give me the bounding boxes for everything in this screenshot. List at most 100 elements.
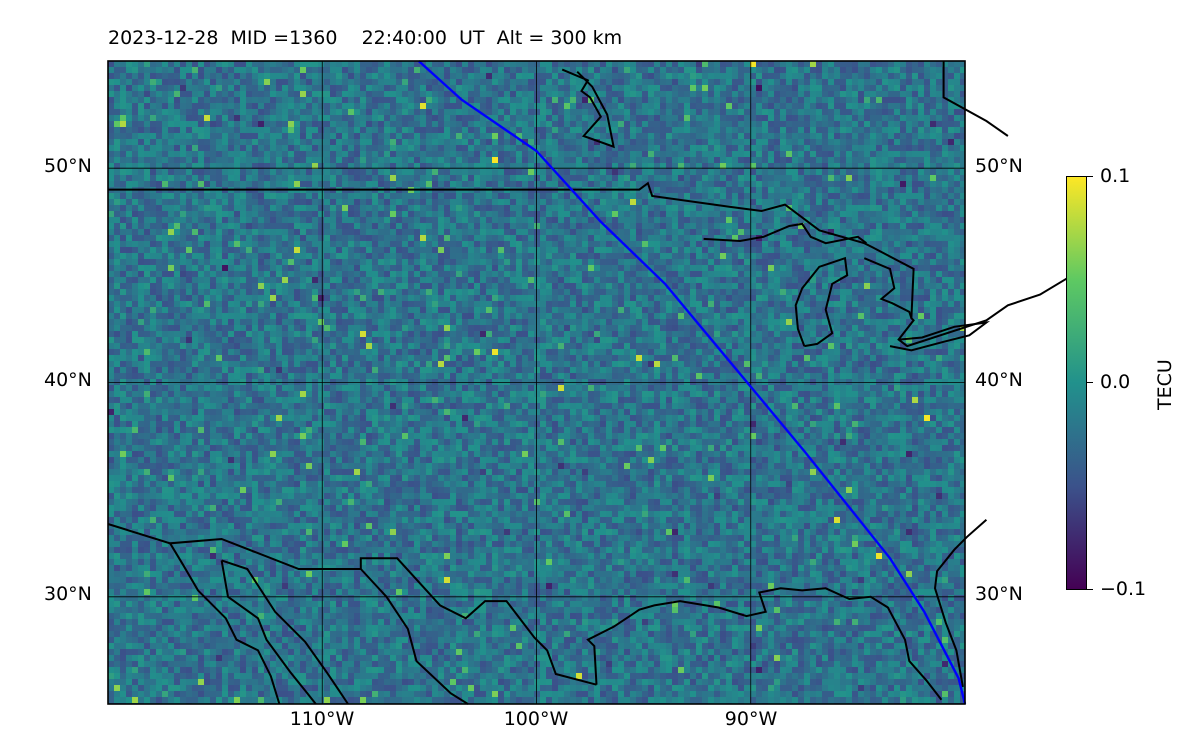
tec-cell [816, 205, 822, 211]
tec-cell [732, 67, 738, 73]
tec-cell [720, 97, 726, 103]
tec-cell [456, 193, 462, 199]
tec-cell [408, 91, 414, 97]
tec-cell [642, 247, 648, 253]
tec-cell [444, 247, 450, 253]
tec-cell [666, 139, 672, 145]
tec-cell [180, 205, 186, 211]
tec-cell [738, 265, 744, 271]
tec-cell [222, 103, 228, 109]
tec-cell [570, 151, 576, 157]
tec-cell [312, 127, 318, 133]
tec-cell [420, 163, 426, 169]
tec-cell [438, 67, 444, 73]
tec-cell [720, 169, 726, 175]
tec-cell [714, 115, 720, 121]
tec-cell [756, 241, 762, 247]
tec-cell [120, 169, 126, 175]
tec-cell [570, 103, 576, 109]
tec-cell [570, 91, 576, 97]
tec-cell [396, 205, 402, 211]
tec-cell [498, 193, 504, 199]
tec-cell [594, 229, 600, 235]
tec-cell [438, 97, 444, 103]
tec-cell [774, 247, 780, 253]
tec-cell [738, 217, 744, 223]
tec-cell [666, 79, 672, 85]
tec-cell [624, 181, 630, 187]
tec-cell [660, 115, 666, 121]
tec-cell [180, 235, 186, 241]
tec-cell [456, 235, 462, 241]
tec-cell [174, 109, 180, 115]
tec-cell [660, 109, 666, 115]
tec-cell [564, 145, 570, 151]
tec-cell [246, 211, 252, 217]
tec-cell [852, 61, 858, 67]
tec-cell [270, 193, 276, 199]
tec-cell [492, 259, 498, 265]
tec-cell [438, 211, 444, 217]
tec-cell [840, 85, 846, 91]
tec-cell [510, 211, 516, 217]
tec-cell [774, 241, 780, 247]
tec-cell [726, 151, 732, 157]
tec-cell [348, 163, 354, 169]
tec-cell [600, 247, 606, 253]
tec-cell [918, 73, 924, 79]
tec-cell [186, 205, 192, 211]
tec-cell [498, 79, 504, 85]
tec-cell [240, 139, 246, 145]
tec-cell [762, 151, 768, 157]
tec-cell [354, 229, 360, 235]
tec-cell [786, 121, 792, 127]
tec-cell [330, 133, 336, 139]
tec-cell [228, 169, 234, 175]
tec-cell [282, 157, 288, 163]
tec-cell [474, 109, 480, 115]
tec-cell [618, 247, 624, 253]
tec-cell [564, 121, 570, 127]
tec-cell [378, 67, 384, 73]
tec-cell [660, 265, 666, 271]
tec-cell [480, 199, 486, 205]
tec-cell [672, 151, 678, 157]
tec-cell [156, 151, 162, 157]
tec-cell [960, 121, 965, 127]
tec-cell [288, 61, 294, 67]
tec-cell [948, 133, 954, 139]
tec-cell [342, 169, 348, 175]
tec-cell [372, 127, 378, 133]
tec-cell [222, 97, 228, 103]
tec-cell [786, 169, 792, 175]
tec-cell [780, 265, 786, 271]
tec-cell [690, 163, 696, 169]
tec-cell [234, 61, 240, 67]
tec-cell [906, 73, 912, 79]
tec-cell [312, 247, 318, 253]
tec-cell [324, 139, 330, 145]
tec-cell [516, 133, 522, 139]
tec-cell [162, 229, 168, 235]
tec-cell [738, 241, 744, 247]
tec-cell [954, 91, 960, 97]
tec-cell [168, 151, 174, 157]
tec-cell [282, 103, 288, 109]
tec-cell [468, 121, 474, 127]
tec-cell [402, 163, 408, 169]
tec-cell [366, 97, 372, 103]
tec-cell [696, 145, 702, 151]
tec-cell [198, 181, 204, 187]
tec-cell [270, 109, 276, 115]
tec-cell [468, 163, 474, 169]
tec-cell [372, 169, 378, 175]
tec-cell [954, 73, 960, 79]
tec-cell [702, 91, 708, 97]
tec-cell [876, 259, 882, 265]
tec-cell [390, 103, 396, 109]
tec-cell [336, 103, 342, 109]
tec-cell [504, 169, 510, 175]
tec-cell [912, 235, 918, 241]
tec-cell [660, 79, 666, 85]
tec-cell [768, 145, 774, 151]
